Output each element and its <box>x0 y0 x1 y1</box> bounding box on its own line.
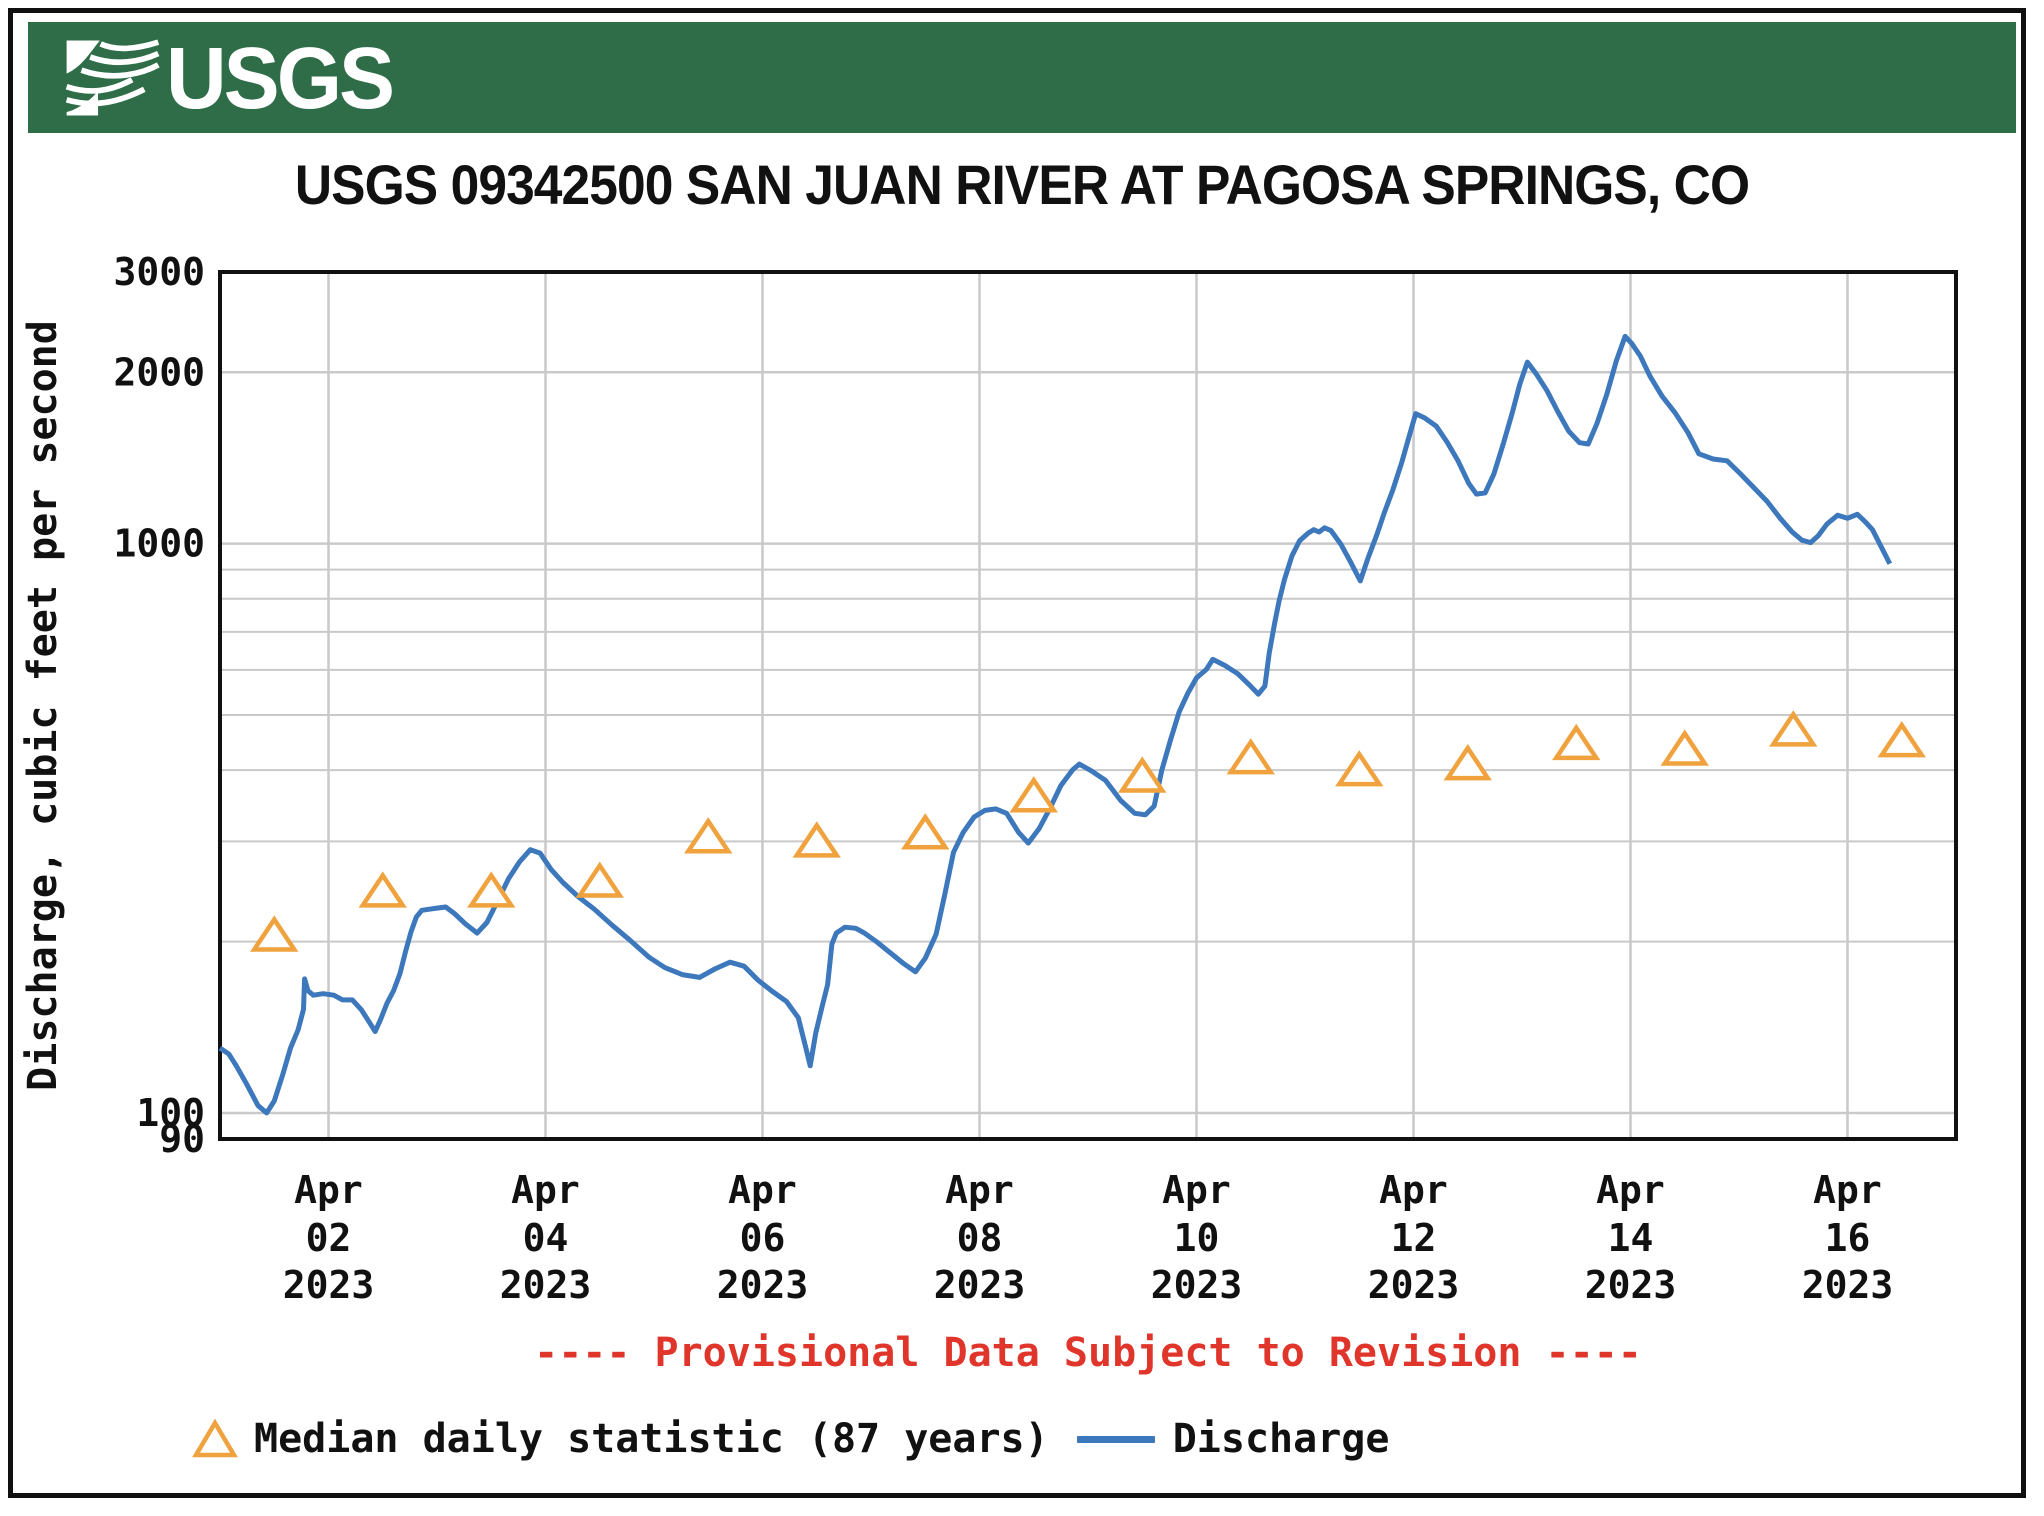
median-triangle-marker <box>1552 723 1601 761</box>
x-tick-label: 2023 <box>717 1263 809 1307</box>
legend-median-label: Median daily statistic (87 years) <box>254 1416 1049 1462</box>
x-tick-label: 06 <box>740 1216 786 1260</box>
median-triangle-marker <box>467 871 516 908</box>
x-tick-label: Apr <box>945 1168 1014 1212</box>
median-triangle-marker <box>1769 710 1818 747</box>
median-triangle-marker <box>1009 776 1058 813</box>
x-tick-label: Apr <box>1379 1168 1448 1212</box>
plot-border <box>218 270 1958 1141</box>
usgs-banner: USGS <box>28 22 2016 133</box>
x-tick-label: 16 <box>1825 1216 1871 1260</box>
x-tick-label: 2023 <box>283 1263 375 1307</box>
chart-title: USGS 09342500 SAN JUAN RIVER AT PAGOSA S… <box>294 153 1750 216</box>
median-triangle-marker <box>358 871 407 908</box>
y-tick-label: 1000 <box>113 522 205 566</box>
y-tick-label: 100 <box>136 1091 205 1135</box>
discharge-line <box>218 333 1893 1116</box>
median-triangle-marker <box>1660 729 1709 766</box>
median-triangle-marker <box>1443 744 1492 781</box>
x-tick-label: Apr <box>294 1168 363 1212</box>
median-triangle-marker <box>684 817 733 854</box>
x-tick-label: Apr <box>511 1168 580 1212</box>
y-tick-label: 90 <box>159 1117 205 1161</box>
provisional-data-note: ---- Provisional Data Subject to Revisio… <box>534 1330 1642 1376</box>
x-tick-label: 2023 <box>1585 1263 1677 1307</box>
median-triangle-marker <box>1335 750 1384 787</box>
x-tick-label: 2023 <box>1802 1263 1894 1307</box>
usgs-waves-icon <box>65 39 160 116</box>
legend-discharge-label: Discharge <box>1172 1416 1390 1462</box>
chart-legend: Median daily statistic (87 years) Discha… <box>192 1404 1389 1474</box>
x-tick-label: 2023 <box>1151 1263 1243 1307</box>
median-triangle-marker <box>792 821 841 858</box>
discharge-line-legend-icon <box>1076 1435 1155 1443</box>
x-tick-label: 10 <box>1174 1216 1220 1260</box>
x-tick-label: Apr <box>1813 1168 1882 1212</box>
y-tick-label: 3000 <box>113 250 205 294</box>
median-triangle-marker <box>1877 721 1926 758</box>
x-tick-label: Apr <box>1596 1168 1665 1212</box>
y-tick-label: 2000 <box>113 350 205 394</box>
median-triangle-marker <box>575 861 624 898</box>
x-tick-label: 04 <box>523 1216 569 1260</box>
x-tick-label: 2023 <box>500 1263 592 1307</box>
x-tick-label: Apr <box>728 1168 797 1212</box>
median-triangle-legend-icon <box>192 1419 238 1458</box>
usgs-logo-text: USGS <box>166 28 395 127</box>
x-tick-label: 2023 <box>1368 1263 1460 1307</box>
x-tick-label: 14 <box>1608 1216 1654 1260</box>
median-triangle-marker <box>1226 738 1275 775</box>
usgs-logo: USGS <box>64 22 395 133</box>
median-triangle-marker <box>901 813 950 850</box>
x-tick-label: 08 <box>957 1216 1003 1260</box>
median-triangle-marker <box>250 915 299 952</box>
median-triangle-marker <box>1118 756 1167 793</box>
x-tick-label: 2023 <box>934 1263 1026 1307</box>
x-tick-label: 02 <box>306 1216 352 1260</box>
y-axis-title: Discharge, cubic feet per second <box>20 320 66 1091</box>
x-tick-label: Apr <box>1162 1168 1231 1212</box>
x-tick-label: 12 <box>1391 1216 1437 1260</box>
